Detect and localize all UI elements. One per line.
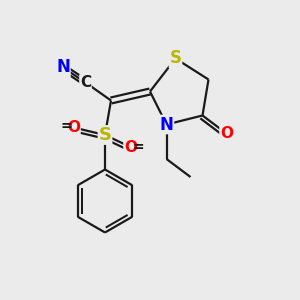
Text: S: S bbox=[169, 50, 181, 68]
Text: O: O bbox=[67, 120, 80, 135]
Text: N: N bbox=[160, 116, 173, 134]
Text: O: O bbox=[124, 140, 137, 154]
Text: =: = bbox=[60, 119, 72, 133]
Text: S: S bbox=[98, 126, 112, 144]
Text: =: = bbox=[133, 140, 144, 154]
Text: O: O bbox=[220, 126, 233, 141]
Text: C: C bbox=[80, 75, 91, 90]
Text: N: N bbox=[56, 58, 70, 76]
